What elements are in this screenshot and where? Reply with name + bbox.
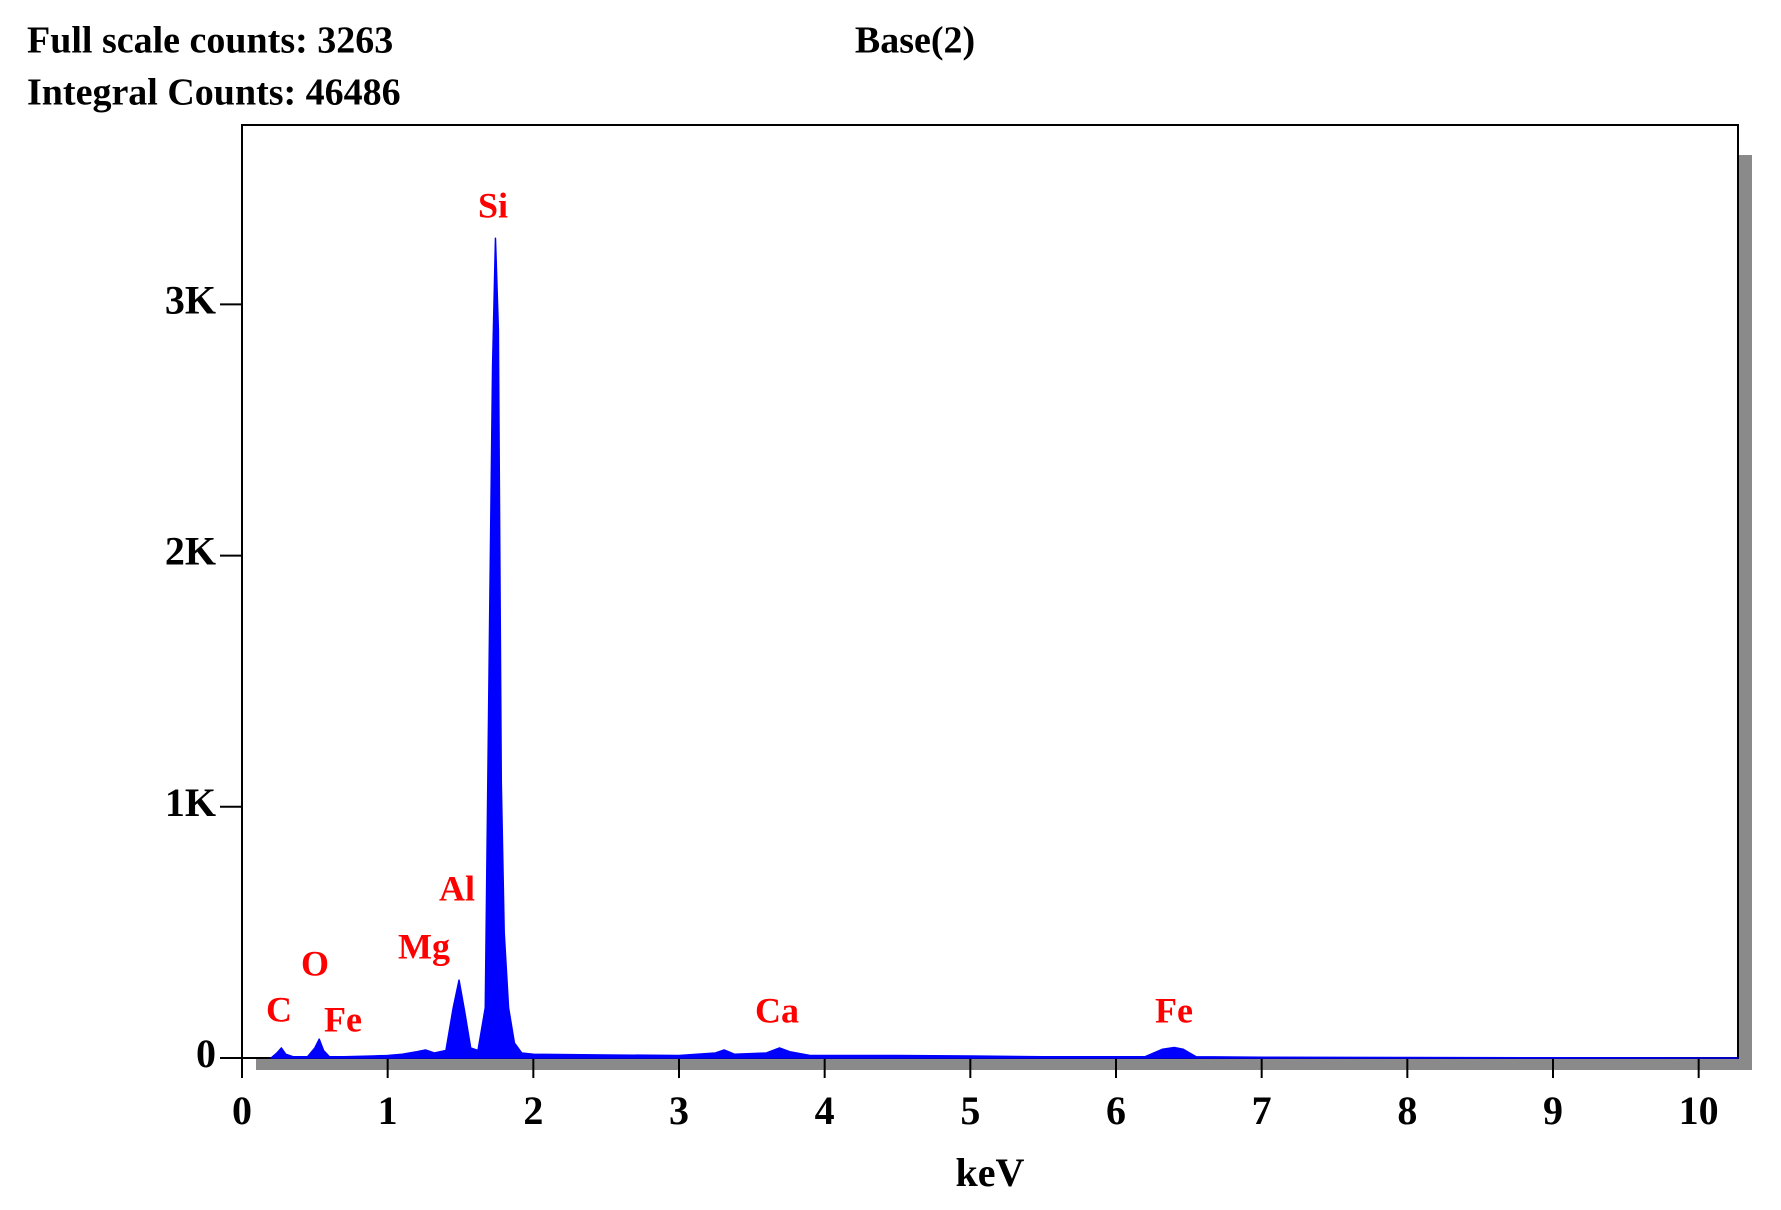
x-tick-label: 9 xyxy=(1543,1088,1563,1133)
peak-label: Fe xyxy=(324,999,362,1039)
x-tick-label: 6 xyxy=(1106,1088,1126,1133)
x-tick-label: 0 xyxy=(232,1088,252,1133)
y-tick-label: 3K xyxy=(165,278,216,323)
x-tick-label: 2 xyxy=(523,1088,543,1133)
chart-title: Base(2) xyxy=(855,20,975,62)
peak-label: C xyxy=(266,989,292,1029)
y-tick-label: 2K xyxy=(165,529,216,574)
x-tick-label: 8 xyxy=(1397,1088,1417,1133)
x-tick-label: 3 xyxy=(669,1088,689,1133)
peak-label: Si xyxy=(478,185,508,225)
x-tick-label: 10 xyxy=(1679,1088,1719,1133)
x-tick-label: 4 xyxy=(815,1088,835,1133)
plot-area xyxy=(241,124,1739,1059)
spectrum xyxy=(270,237,1739,1059)
x-tick-label: 1 xyxy=(378,1088,398,1133)
y-tick-label: 1K xyxy=(165,780,216,825)
full-scale-counts: Full scale counts: 3263 xyxy=(27,20,393,62)
integral-counts: Integral Counts: 46486 xyxy=(27,72,401,114)
peak-label: Fe xyxy=(1155,990,1193,1030)
y-tick-label: 0 xyxy=(196,1031,216,1076)
peak-label: Ca xyxy=(755,990,799,1030)
peak-label: Mg xyxy=(398,926,450,966)
peak-label: Al xyxy=(439,868,475,908)
x-tick-label: 5 xyxy=(960,1088,980,1133)
peak-label: O xyxy=(301,943,329,983)
x-tick-label: 7 xyxy=(1252,1088,1272,1133)
x-axis-label: keV xyxy=(956,1150,1025,1195)
